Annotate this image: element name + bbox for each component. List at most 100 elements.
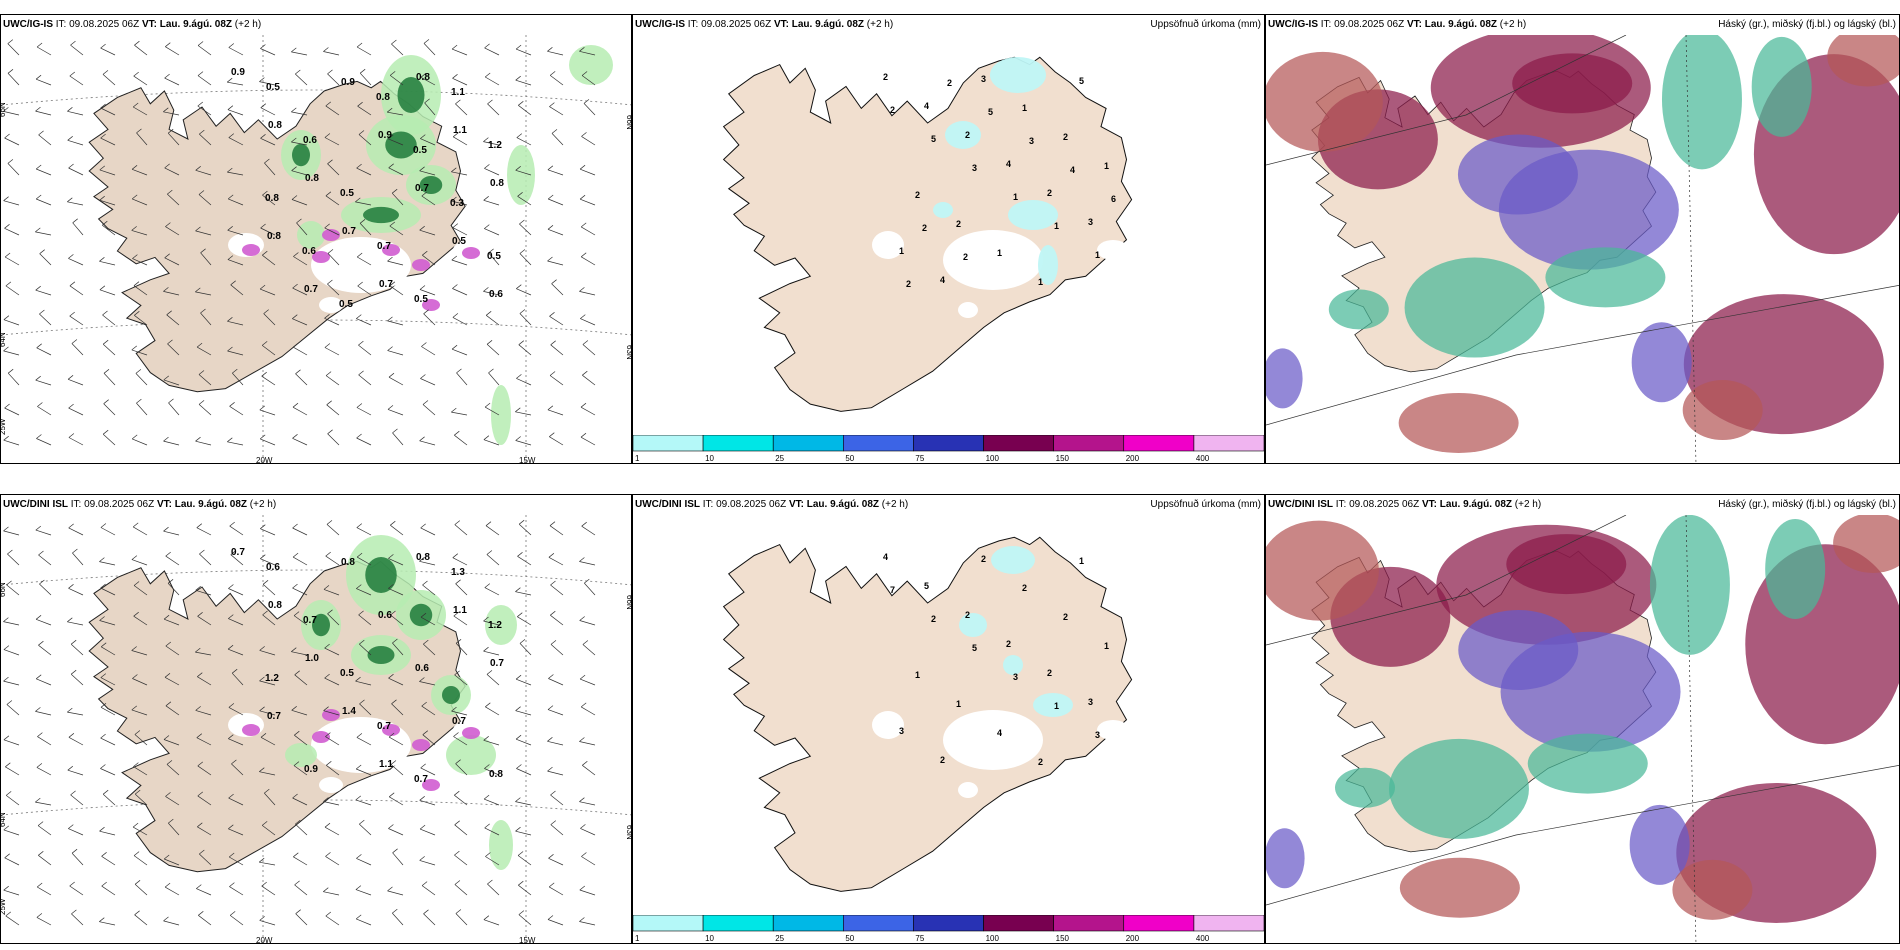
wind-barb [163, 111, 180, 116]
wind-barb [165, 46, 180, 56]
wind-barb [547, 169, 564, 176]
wind-barb-feather [133, 762, 139, 767]
precip-value-label: 1.1 [453, 125, 467, 136]
wind-barb-feather [388, 372, 395, 378]
wind-barb-feather [548, 882, 555, 888]
wind-barb [228, 738, 244, 746]
wind-barb-feather [69, 881, 75, 887]
glacier [958, 302, 978, 318]
wind-barb [227, 320, 244, 326]
light-precip-area [959, 613, 987, 637]
wind-barb [198, 404, 212, 416]
colorbar-swatch [913, 915, 984, 932]
wind-barb [196, 527, 212, 536]
precip-extreme-area [412, 259, 430, 271]
wind-barb [197, 795, 212, 806]
wind-barb [35, 110, 52, 116]
wind-barb-feather [422, 250, 428, 256]
wind-barb-feather [102, 220, 108, 226]
wind-barb-feather [131, 646, 137, 651]
wind-barb [259, 409, 276, 416]
wind-barb-feather [131, 555, 138, 560]
colorbar-swatch [1053, 435, 1125, 452]
wind-barb-feather [163, 526, 169, 532]
wind-barb [420, 378, 436, 386]
wind-barb [517, 196, 532, 206]
wind-barb [68, 828, 84, 836]
precip-value-label: 0.7 [415, 183, 429, 194]
wind-barb [515, 169, 532, 176]
wind-barb-feather [195, 226, 201, 232]
wind-barb-feather [36, 913, 43, 918]
wind-barb-feather [483, 794, 490, 800]
wind-barb [227, 259, 244, 266]
wind-barb [324, 647, 340, 656]
wind-barb-feather [227, 644, 234, 650]
wind-barb-feather [484, 402, 491, 408]
wind-barb-feather [100, 703, 107, 708]
wind-barb-feather [518, 340, 525, 345]
wind-barb [39, 253, 52, 266]
panel-header: UWC/IG-IS IT: 09.08.2025 06Z VT: Lau. 9.… [1268, 19, 1527, 30]
wind-barb-feather [419, 824, 426, 830]
wind-barb [100, 677, 116, 686]
wind-barb-feather [36, 882, 43, 888]
wind-barb [488, 372, 500, 386]
wind-barb [455, 763, 468, 776]
wind-barb [483, 141, 500, 146]
wind-barb-feather [260, 554, 266, 559]
wind-barb-feather [260, 733, 267, 738]
wind-barb-feather [195, 436, 201, 442]
colorbar-tick-label: 100 [986, 934, 1000, 943]
wind-barb-feather [262, 580, 269, 585]
wind-barb-feather [582, 370, 588, 376]
cloud-layer-area [1266, 348, 1303, 409]
wind-barb [259, 81, 276, 86]
wind-barb [195, 291, 212, 296]
wind-barb-feather [292, 793, 298, 799]
colorbar-swatch [843, 435, 914, 452]
wind-barb [293, 856, 308, 866]
wind-barb-feather [419, 285, 426, 290]
wind-barb [358, 344, 372, 356]
wind-map-panel-igis: UWC/IG-IS IT: 09.08.2025 06Z VT: Lau. 9.… [0, 14, 632, 464]
wind-barb [3, 739, 20, 746]
wind-barb [4, 857, 20, 866]
wind-barb [519, 313, 532, 326]
wind-barb-feather [291, 647, 297, 652]
wind-barb-feather [35, 375, 41, 381]
wind-barb-feather [39, 579, 45, 585]
wind-barb [36, 438, 52, 446]
wind-barb [327, 253, 340, 266]
wind-barb [355, 889, 372, 896]
wind-barb-feather [358, 610, 364, 616]
wind-barb-feather [261, 341, 268, 346]
wind-barb [547, 409, 564, 416]
wind-barb-feather [68, 824, 74, 829]
precip-value-label: 0.7 [303, 615, 317, 626]
wind-barb [483, 199, 500, 206]
wind-barb [264, 162, 276, 176]
cloud-layer-area [1672, 859, 1753, 920]
colorbar-tick-label: 150 [1056, 934, 1070, 943]
wind-barb [70, 673, 84, 686]
precip-value-label: 3 [1088, 697, 1093, 707]
wind-barb [419, 828, 436, 836]
wind-barb [387, 111, 404, 116]
wind-barb [325, 736, 340, 746]
wind-barb-feather [580, 824, 586, 829]
wind-barb-feather [485, 521, 492, 526]
glacier [319, 297, 343, 313]
cloud-layer-area [1629, 804, 1690, 885]
wind-barb-feather [166, 310, 172, 316]
wind-barb [260, 528, 276, 536]
wind-barb [549, 886, 564, 896]
wind-barb [356, 918, 372, 926]
axis-label: 64N [1, 332, 7, 347]
wind-barb-feather [134, 311, 140, 316]
wind-barb-feather [355, 885, 362, 890]
wind-barb-feather [547, 194, 554, 200]
wind-barb [547, 260, 564, 266]
wind-barb-feather [420, 73, 427, 78]
wind-barb-feather [259, 405, 266, 411]
